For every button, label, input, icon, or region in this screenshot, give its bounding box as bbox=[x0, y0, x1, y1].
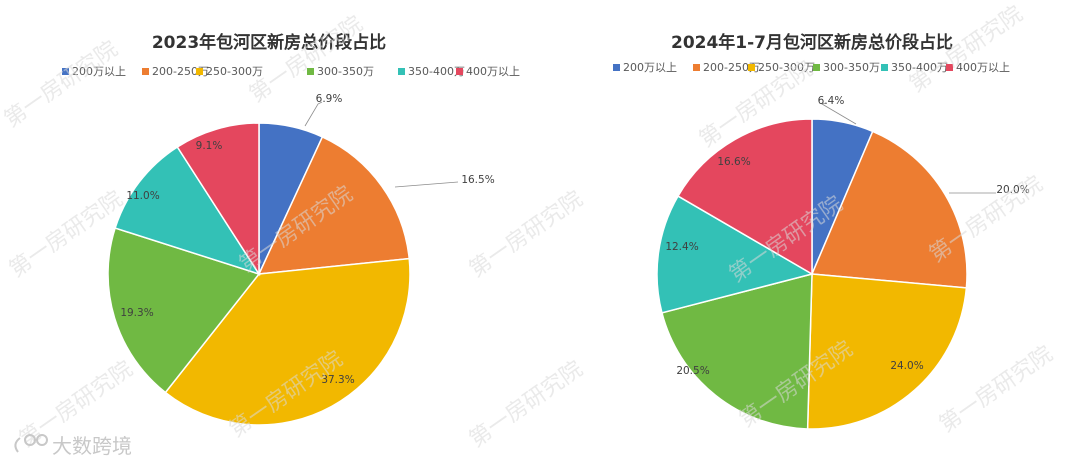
legend-swatch bbox=[946, 64, 953, 71]
data-label: 16.6% bbox=[717, 156, 750, 168]
legend-label: 300-350万 bbox=[317, 65, 374, 78]
legend-label: 400万以上 bbox=[956, 61, 1010, 74]
chart-title: 2024年1-7月包河区新房总价段占比 bbox=[671, 32, 953, 53]
legend-item: 200-250万 bbox=[693, 61, 760, 74]
pie-slice-300-350万 bbox=[661, 273, 813, 430]
legend-swatch bbox=[398, 68, 405, 75]
legend-swatch bbox=[881, 64, 888, 71]
watermark-text: 第一房研究院 bbox=[245, 12, 367, 108]
pie-slice-250-300万 bbox=[164, 257, 411, 426]
legend-item: 250-300万 bbox=[196, 65, 263, 78]
legend-item: 300-350万 bbox=[813, 61, 880, 74]
leader-line bbox=[304, 101, 323, 127]
watermark-text: 第一房研究院 bbox=[935, 342, 1057, 438]
legend-label: 300-350万 bbox=[823, 61, 880, 74]
legend-label: 350-400万 bbox=[408, 65, 465, 78]
pie-slices bbox=[107, 122, 411, 426]
legend-swatch bbox=[307, 68, 314, 75]
watermark-text: 第一房研究院 bbox=[0, 37, 122, 133]
brand-text: 大数跨境 bbox=[52, 434, 132, 458]
watermark-text: 第一房研究院 bbox=[465, 357, 587, 453]
legend-label: 200万以上 bbox=[72, 65, 126, 78]
data-label: 37.3% bbox=[321, 374, 354, 386]
legend-item: 350-400万 bbox=[398, 65, 465, 78]
legend-label: 400万以上 bbox=[466, 65, 520, 78]
watermark-text: 第一房研究院 bbox=[465, 187, 587, 283]
data-label: 11.0% bbox=[126, 190, 159, 202]
legend-label: 250-300万 bbox=[206, 65, 263, 78]
brand-logo: 大数跨境 bbox=[14, 434, 132, 458]
data-label: 20.0% bbox=[996, 184, 1029, 196]
legend-swatch bbox=[456, 68, 463, 75]
legend-item: 400万以上 bbox=[456, 65, 520, 78]
legend-item: 250-300万 bbox=[748, 61, 815, 74]
legend-label: 250-300万 bbox=[758, 61, 815, 74]
legend-item: 300-350万 bbox=[307, 65, 374, 78]
legend-label: 200-250万 bbox=[703, 61, 760, 74]
leader-line bbox=[394, 181, 459, 188]
pie-slice-250-300万 bbox=[806, 273, 968, 430]
data-label: 20.5% bbox=[676, 365, 709, 377]
legend-swatch bbox=[613, 64, 620, 71]
pie-slice-300-350万 bbox=[107, 227, 261, 394]
legend-swatch bbox=[196, 68, 203, 75]
pie-slice-350-400万 bbox=[656, 195, 814, 314]
brand-logo-icon bbox=[14, 434, 48, 453]
pie-slice-200-250万 bbox=[257, 135, 411, 275]
pie-slice-400万以上 bbox=[676, 118, 813, 276]
data-label: 6.9% bbox=[316, 93, 343, 105]
legend-label: 200-250万 bbox=[152, 65, 209, 78]
data-label: 19.3% bbox=[120, 307, 153, 319]
legend-item: 200万以上 bbox=[62, 65, 126, 78]
legend-label: 350-400万 bbox=[891, 61, 948, 74]
legend-swatch bbox=[748, 64, 755, 71]
pie-slice-200-250万 bbox=[810, 130, 968, 289]
legend-swatch bbox=[693, 64, 700, 71]
pie-slice-400万以上 bbox=[176, 122, 260, 277]
legend-item: 200-250万 bbox=[142, 65, 209, 78]
data-label: 16.5% bbox=[461, 174, 494, 186]
data-label: 12.4% bbox=[665, 241, 698, 253]
data-label: 24.0% bbox=[890, 360, 923, 372]
pie-slice-350-400万 bbox=[114, 145, 261, 276]
data-label: 9.1% bbox=[196, 140, 223, 152]
legend-item: 350-400万 bbox=[881, 61, 948, 74]
legend-label: 200万以上 bbox=[623, 61, 677, 74]
chart-title: 2023年包河区新房总价段占比 bbox=[152, 32, 386, 53]
legend-item: 400万以上 bbox=[946, 61, 1010, 74]
pie-slices bbox=[656, 118, 968, 430]
legend-item: 200万以上 bbox=[613, 61, 677, 74]
data-label: 6.4% bbox=[818, 95, 845, 107]
legend-swatch bbox=[62, 68, 69, 75]
legend-swatch bbox=[142, 68, 149, 75]
pie-chart-2: 2024年1-7月包河区新房总价段占比 200万以上 200-250万250-300… bbox=[613, 32, 1030, 430]
legend-swatch bbox=[813, 64, 820, 71]
leader-line bbox=[820, 102, 857, 125]
